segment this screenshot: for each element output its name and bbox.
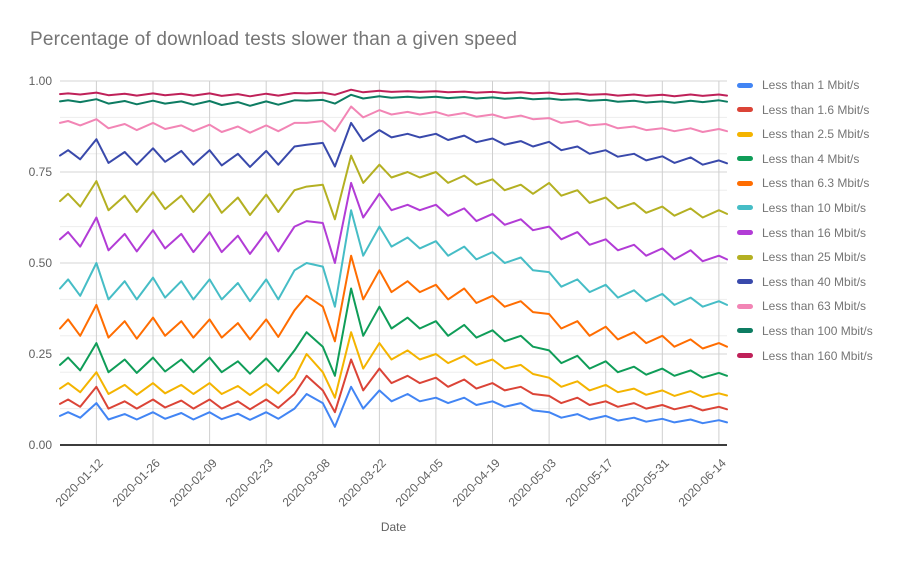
y-axis-tick-label: 0.75 — [28, 165, 52, 179]
series-line-0[interactable] — [59, 385, 728, 428]
legend-swatch — [737, 82, 753, 88]
legend-item-label: Less than 10 Mbit/s — [762, 200, 867, 215]
series-line-10[interactable] — [59, 93, 728, 107]
legend-item[interactable]: Less than 1.6 Mbit/s — [737, 102, 873, 117]
legend-swatch — [737, 303, 753, 309]
legend-item-label: Less than 63 Mbit/s — [762, 299, 867, 314]
series-line-7[interactable] — [59, 154, 728, 221]
legend-swatch — [737, 156, 753, 162]
series-line-8[interactable] — [59, 121, 728, 168]
y-axis-tick-label: 0.25 — [28, 347, 52, 361]
legend-item[interactable]: Less than 100 Mbit/s — [737, 323, 873, 338]
legend-item-label: Less than 100 Mbit/s — [762, 323, 873, 338]
series-line-4[interactable] — [59, 254, 728, 350]
legend-item-label: Less than 1.6 Mbit/s — [762, 102, 870, 117]
series-line-1[interactable] — [59, 358, 728, 414]
series-line-3[interactable] — [59, 287, 728, 379]
legend-item-label: Less than 160 Mbit/s — [762, 348, 873, 363]
legend-swatch — [737, 328, 753, 334]
x-axis-title: Date — [380, 520, 407, 534]
legend-item-label: Less than 25 Mbit/s — [762, 250, 867, 265]
legend-item[interactable]: Less than 4 Mbit/s — [737, 151, 873, 166]
legend-item[interactable]: Less than 6.3 Mbit/s — [737, 176, 873, 191]
legend-swatch — [737, 353, 753, 359]
legend-item[interactable]: Less than 160 Mbit/s — [737, 348, 873, 363]
series-line-11[interactable] — [59, 88, 728, 98]
legend-item[interactable]: Less than 16 Mbit/s — [737, 225, 873, 240]
legend-swatch — [737, 279, 753, 285]
legend-item-label: Less than 40 Mbit/s — [762, 274, 867, 289]
legend-swatch — [737, 254, 753, 260]
legend-swatch — [737, 205, 753, 211]
legend-item-label: Less than 2.5 Mbit/s — [762, 127, 870, 142]
y-axis-tick-label: 0.00 — [28, 438, 52, 452]
chart-title: Percentage of download tests slower than… — [30, 29, 518, 50]
legend-item[interactable]: Less than 40 Mbit/s — [737, 274, 873, 289]
series-line-6[interactable] — [59, 181, 728, 264]
legend-swatch — [737, 230, 753, 236]
legend-swatch — [737, 107, 753, 113]
legend-swatch — [737, 131, 753, 137]
legend-item[interactable]: Less than 2.5 Mbit/s — [737, 127, 873, 142]
legend-item-label: Less than 6.3 Mbit/s — [762, 176, 870, 191]
legend-item[interactable]: Less than 25 Mbit/s — [737, 250, 873, 265]
legend-item[interactable]: Less than 10 Mbit/s — [737, 200, 873, 215]
legend-item-label: Less than 16 Mbit/s — [762, 225, 867, 240]
series-line-5[interactable] — [59, 209, 728, 308]
legend-item[interactable]: Less than 63 Mbit/s — [737, 299, 873, 314]
legend-item[interactable]: Less than 1 Mbit/s — [737, 78, 873, 92]
series-line-9[interactable] — [59, 105, 728, 134]
series-line-2[interactable] — [59, 331, 728, 399]
legend-item-label: Less than 1 Mbit/s — [762, 78, 860, 92]
y-axis-tick-label: 1.00 — [28, 74, 52, 88]
y-axis-tick-label: 0.50 — [28, 256, 52, 270]
legend-swatch — [737, 180, 753, 186]
legend-item-label: Less than 4 Mbit/s — [762, 151, 860, 166]
legend: Less than 1 Mbit/s Less than 1.6 Mbit/s Le… — [737, 78, 873, 374]
